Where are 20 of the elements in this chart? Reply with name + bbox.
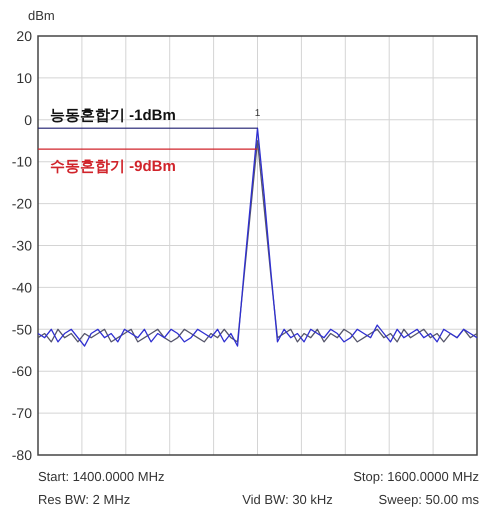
ref-line-label: 수동혼합기 -9dBm <box>50 158 176 176</box>
y-tick-label: 10 <box>16 70 32 86</box>
text: Vid BW: 30 kHz <box>242 492 333 507</box>
text: Sweep: 50.00 ms <box>378 492 480 507</box>
y-tick-label: -40 <box>12 279 32 296</box>
y-tick-label: 20 <box>16 28 32 44</box>
y-axis-title: dBm <box>28 8 55 23</box>
y-tick-label: -80 <box>12 447 32 463</box>
ref-line-label: 능동혼합기 -1dBm <box>50 107 176 124</box>
y-tick-label: -70 <box>12 405 32 422</box>
y-tick-label: 0 <box>24 112 32 128</box>
y-tick-label: -50 <box>12 321 32 338</box>
y-tick-label: -30 <box>12 238 32 254</box>
y-tick-label: -10 <box>12 154 32 170</box>
text: Stop: 1600.0000 MHz <box>353 469 479 484</box>
y-tick-label: -20 <box>12 196 32 212</box>
text: Start: 1400.0000 MHz <box>38 469 164 484</box>
annotation: 1 <box>254 108 261 120</box>
text: Res BW: 2 MHz <box>38 492 130 507</box>
y-tick-label: -60 <box>12 363 32 380</box>
